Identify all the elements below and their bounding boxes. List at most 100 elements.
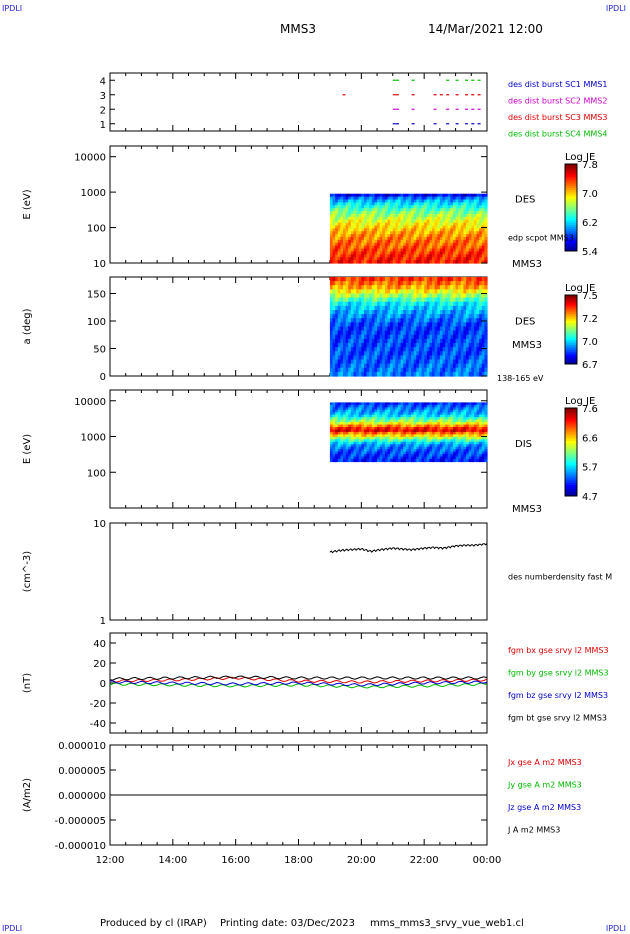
heatmap-cell [408, 242, 412, 247]
heatmap-cell [343, 417, 347, 421]
heatmap-cell [387, 451, 391, 455]
heatmap-cell [345, 225, 349, 229]
heatmap-cell [366, 322, 370, 328]
heatmap-cell [445, 444, 449, 448]
heatmap-cell [421, 407, 425, 411]
heatmap-cell [437, 444, 441, 448]
heatmap-cell [403, 222, 407, 227]
heatmap-cell [405, 289, 410, 295]
heatmap-cell [332, 355, 336, 361]
heatmap-cell [345, 347, 349, 352]
heatmap-cell [371, 427, 376, 431]
heatmap-cell [429, 234, 433, 238]
heatmap-cell [405, 454, 410, 458]
heatmap-cell [479, 414, 483, 418]
heatmap-cell [358, 419, 362, 423]
heatmap-cell [371, 289, 376, 295]
heatmap-cell [426, 359, 431, 365]
heatmap-cell [329, 285, 334, 290]
heatmap-cell [329, 444, 334, 448]
heatmap-cell [403, 216, 407, 221]
heatmap-cell [405, 293, 410, 299]
heatmap-cell [377, 422, 381, 426]
heatmap-cell [460, 439, 465, 443]
heatmap-cell [392, 208, 396, 212]
heatmap-cell [434, 213, 438, 218]
heatmap-cell [403, 371, 407, 377]
heatmap-cell [479, 338, 483, 344]
heatmap-cell [442, 322, 446, 328]
heatmap-cell [411, 449, 415, 453]
heatmap-cell [371, 414, 376, 418]
heatmap-cell [468, 459, 472, 463]
heatmap-cell [473, 456, 478, 460]
heatmap-cell [405, 257, 410, 261]
heatmap-cell [458, 196, 462, 201]
heatmap-cell [479, 202, 483, 206]
heatmap-cell [390, 281, 394, 286]
heatmap-cell [418, 257, 423, 261]
heatmap-cell [476, 310, 480, 315]
heatmap-cell [397, 441, 402, 445]
heatmap-cell [403, 355, 407, 361]
heatmap-cell [442, 412, 446, 416]
heatmap-cell [387, 257, 391, 261]
heatmap-cell [395, 225, 399, 229]
heatmap-cell [343, 436, 347, 440]
heatmap-cell [434, 237, 438, 241]
heatmap-cell [476, 199, 480, 203]
heatmap-cell [397, 301, 402, 307]
heatmap-cell [340, 228, 344, 232]
heatmap-cell [471, 237, 475, 241]
heatmap-cell [374, 363, 378, 369]
heatmap-cell [408, 231, 412, 235]
heatmap-cell [445, 222, 449, 227]
heatmap-cell [397, 211, 402, 215]
heatmap-cell [382, 289, 386, 295]
heatmap-cell [411, 444, 415, 448]
heatmap-cell [369, 205, 373, 209]
heatmap-cell [400, 429, 404, 433]
heatmap-cell [405, 205, 410, 209]
heatmap-cell [400, 289, 404, 295]
heatmap-cell [445, 293, 449, 299]
heatmap-cell [411, 427, 415, 431]
heatmap-cell [371, 213, 376, 218]
heatmap-cell [463, 355, 467, 361]
heatmap-cell [382, 234, 386, 238]
heatmap-cell [335, 417, 339, 421]
heatmap-cell [358, 196, 362, 201]
heatmap-cell [335, 248, 339, 253]
heatmap-cell [363, 208, 368, 212]
heatmap-cell [405, 334, 410, 340]
heatmap-cell [460, 305, 465, 311]
heatmap-cell [382, 211, 386, 215]
heatmap-cell [418, 449, 423, 453]
heatmap-cell [358, 446, 362, 450]
heatmap-cell [421, 216, 425, 221]
heatmap-cell [390, 446, 394, 450]
heatmap-cell [348, 231, 352, 235]
heatmap-cell [405, 351, 410, 356]
heatmap-cell [413, 407, 417, 411]
heatmap-cell [350, 251, 355, 255]
heatmap-cell [471, 334, 475, 340]
heatmap-cell [329, 419, 334, 423]
heatmap-cell [400, 402, 404, 406]
heatmap-cell [452, 322, 457, 328]
heatmap-cell [392, 419, 396, 423]
heatmap-cell [363, 202, 368, 206]
heatmap-cell [466, 326, 470, 332]
heatmap-cell [442, 239, 446, 244]
heatmap-cell [395, 409, 399, 413]
heatmap-cell [337, 314, 341, 319]
heatmap-cell [395, 254, 399, 258]
heatmap-cell [358, 456, 362, 460]
heatmap-cell [481, 326, 485, 332]
heatmap-cell [395, 305, 399, 311]
heatmap-cell [437, 409, 441, 413]
heatmap-cell [340, 196, 344, 201]
heatmap-cell [343, 446, 347, 450]
heatmap-cell [358, 444, 362, 448]
heatmap-cell [429, 213, 433, 218]
